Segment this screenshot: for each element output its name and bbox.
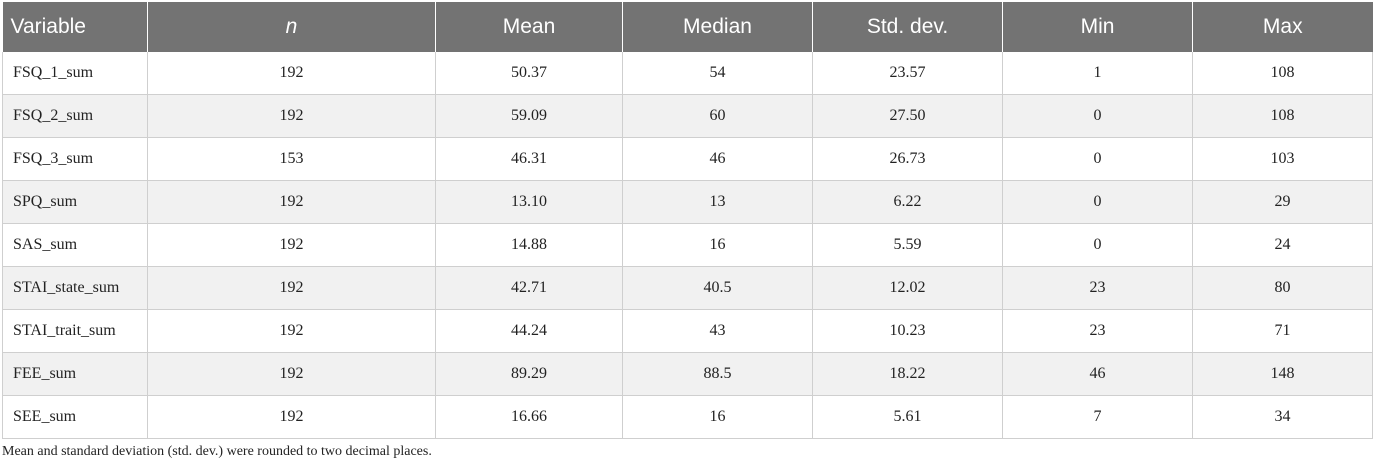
cell-median: 54 [622,52,813,95]
cell-max: 24 [1192,223,1373,267]
table-footnote: Mean and standard deviation (std. dev.) … [2,444,432,459]
descriptive-statistics-table-container: Variable n Mean Median Std. dev. Min Max… [2,2,1373,439]
cell-median: 40.5 [622,266,813,310]
cell-max: 80 [1192,266,1373,310]
header-variable: Variable [2,2,148,52]
cell-std-dev: 5.59 [812,223,1003,267]
header-std-dev: Std. dev. [812,2,1003,52]
cell-variable: STAI_trait_sum [2,309,148,353]
cell-max: 34 [1192,395,1373,439]
cell-max: 148 [1192,352,1373,396]
cell-min: 0 [1002,180,1193,224]
cell-median: 16 [622,223,813,267]
cell-std-dev: 26.73 [812,137,1003,181]
cell-n: 192 [147,223,436,267]
header-max: Max [1192,2,1373,52]
cell-mean: 14.88 [435,223,623,267]
table-row: STAI_trait_sum 192 44.24 43 10.23 23 71 [2,309,1373,353]
cell-median: 16 [622,395,813,439]
cell-median: 88.5 [622,352,813,396]
table-row: FSQ_2_sum 192 59.09 60 27.50 0 108 [2,94,1373,138]
table-row: SAS_sum 192 14.88 16 5.59 0 24 [2,223,1373,267]
cell-mean: 50.37 [435,52,623,95]
cell-std-dev: 23.57 [812,52,1003,95]
cell-mean: 16.66 [435,395,623,439]
table-body: FSQ_1_sum 192 50.37 54 23.57 1 108 FSQ_2_sum 192… [2,52,1373,439]
cell-n: 192 [147,395,436,439]
header-median: Median [622,2,813,52]
cell-mean: 89.29 [435,352,623,396]
cell-min: 0 [1002,94,1193,138]
table-row: STAI_state_sum 192 42.71 40.5 12.02 23 80 [2,266,1373,310]
cell-min: 1 [1002,52,1193,95]
cell-mean: 46.31 [435,137,623,181]
table-row: FSQ_1_sum 192 50.37 54 23.57 1 108 [2,52,1373,95]
cell-mean: 59.09 [435,94,623,138]
table-row: FEE_sum 192 89.29 88.5 18.22 46 148 [2,352,1373,396]
cell-n: 192 [147,309,436,353]
cell-std-dev: 27.50 [812,94,1003,138]
header-row: Variable n Mean Median Std. dev. Min Max [2,2,1373,52]
header-min: Min [1002,2,1193,52]
cell-n: 192 [147,180,436,224]
cell-min: 23 [1002,266,1193,310]
cell-variable: STAI_state_sum [2,266,148,310]
header-n: n [147,2,436,52]
descriptive-statistics-table: Variable n Mean Median Std. dev. Min Max… [2,2,1373,439]
cell-std-dev: 10.23 [812,309,1003,353]
cell-max: 103 [1192,137,1373,181]
cell-variable: SEE_sum [2,395,148,439]
cell-mean: 42.71 [435,266,623,310]
cell-median: 43 [622,309,813,353]
cell-min: 46 [1002,352,1193,396]
cell-median: 60 [622,94,813,138]
cell-variable: SPQ_sum [2,180,148,224]
cell-variable: FSQ_2_sum [2,94,148,138]
cell-variable: FSQ_3_sum [2,137,148,181]
cell-n: 153 [147,137,436,181]
cell-variable: SAS_sum [2,223,148,267]
cell-max: 29 [1192,180,1373,224]
table-row: SPQ_sum 192 13.10 13 6.22 0 29 [2,180,1373,224]
cell-variable: FEE_sum [2,352,148,396]
cell-n: 192 [147,352,436,396]
cell-max: 71 [1192,309,1373,353]
cell-min: 23 [1002,309,1193,353]
cell-std-dev: 18.22 [812,352,1003,396]
cell-std-dev: 12.02 [812,266,1003,310]
cell-std-dev: 6.22 [812,180,1003,224]
cell-n: 192 [147,266,436,310]
header-mean: Mean [435,2,623,52]
cell-min: 7 [1002,395,1193,439]
cell-n: 192 [147,52,436,95]
cell-n: 192 [147,94,436,138]
cell-std-dev: 5.61 [812,395,1003,439]
table-header: Variable n Mean Median Std. dev. Min Max [2,2,1373,52]
cell-median: 46 [622,137,813,181]
cell-max: 108 [1192,52,1373,95]
table-row: FSQ_3_sum 153 46.31 46 26.73 0 103 [2,137,1373,181]
cell-mean: 13.10 [435,180,623,224]
cell-median: 13 [622,180,813,224]
table-row: SEE_sum 192 16.66 16 5.61 7 34 [2,395,1373,439]
cell-variable: FSQ_1_sum [2,52,148,95]
cell-max: 108 [1192,94,1373,138]
cell-min: 0 [1002,137,1193,181]
cell-min: 0 [1002,223,1193,267]
cell-mean: 44.24 [435,309,623,353]
